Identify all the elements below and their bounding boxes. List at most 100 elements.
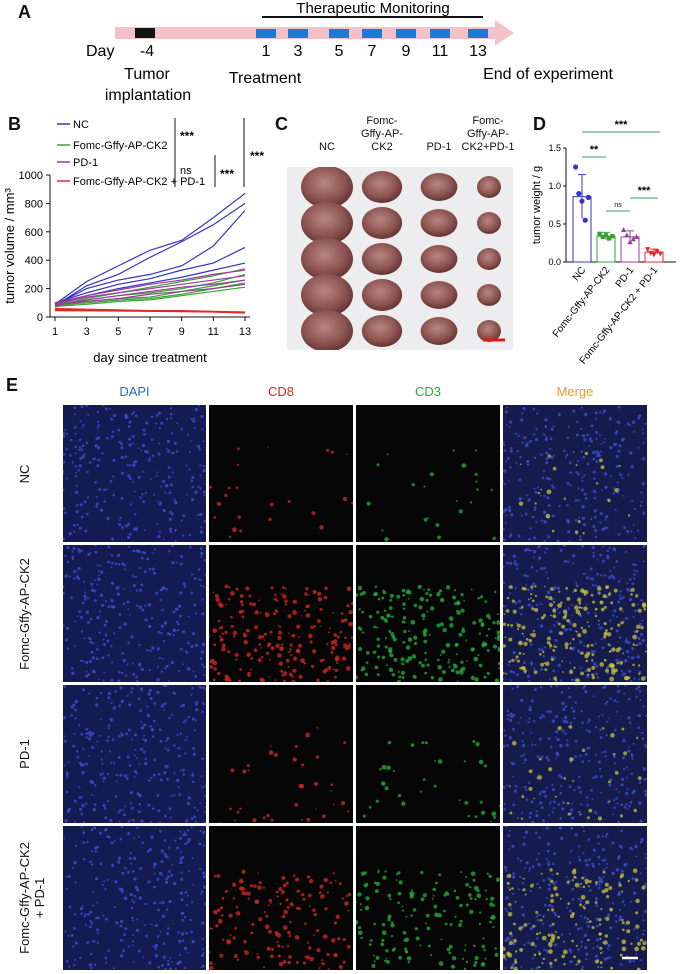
data-point xyxy=(651,252,657,258)
series-line-nc xyxy=(54,202,246,307)
data-point xyxy=(603,233,609,238)
x-tick-label: 9 xyxy=(179,326,185,338)
tumor-photo xyxy=(287,167,513,350)
treatment-day-marker xyxy=(430,29,450,38)
data-point xyxy=(630,236,636,242)
micro-image xyxy=(209,685,353,823)
micro-image xyxy=(63,405,206,542)
sig-label: ns xyxy=(614,202,622,209)
category-label: NC xyxy=(571,265,589,283)
micro-column-header: Merge xyxy=(556,384,594,399)
tumor-specimen xyxy=(301,167,353,208)
timeline-arrow xyxy=(115,20,514,46)
y-tick-label: 400 xyxy=(25,255,43,267)
x-axis-title: day since treatment xyxy=(93,350,207,365)
sig-label: ** xyxy=(590,144,599,156)
tumor-specimen xyxy=(301,274,353,316)
micro-image xyxy=(503,826,647,970)
timeline-day-label: 13 xyxy=(469,43,487,60)
treatment-day-marker xyxy=(256,29,276,38)
micro-image xyxy=(356,545,500,682)
series-line-pd1 xyxy=(54,275,246,305)
tumor-specimen xyxy=(477,320,501,342)
data-point xyxy=(597,231,602,237)
tumor-specimen xyxy=(477,248,501,270)
x-tick-label: 3 xyxy=(84,326,90,338)
series-line-ck2 xyxy=(54,268,246,307)
sig-label: ns xyxy=(180,165,192,177)
sig-label: *** xyxy=(615,119,629,131)
treatment-day-marker xyxy=(468,29,488,38)
sig-label: *** xyxy=(180,129,194,143)
y-tick-label: 0.5 xyxy=(548,219,561,229)
data-point xyxy=(607,236,612,241)
data-point xyxy=(645,247,651,253)
micro-row-label: NC xyxy=(17,464,32,483)
x-tick-label: 13 xyxy=(239,326,251,338)
y-tick-label: 1.5 xyxy=(548,143,561,153)
tumor-specimen xyxy=(361,207,403,239)
panel-label-b: B xyxy=(8,114,21,134)
day-label: Day xyxy=(86,43,114,60)
series-line-pd1 xyxy=(54,269,246,304)
tumor-specimen xyxy=(420,209,458,237)
y-tick-label: 0 xyxy=(37,312,43,324)
micro-image xyxy=(63,545,206,682)
series-line-ck2 xyxy=(54,286,246,307)
timeline-day-label: 11 xyxy=(432,43,449,60)
tumor-specimen xyxy=(361,243,403,275)
tumor-specimen xyxy=(361,315,403,347)
micro-column-header: DAPI xyxy=(119,384,150,399)
x-tick-label: 1 xyxy=(52,326,58,338)
y-tick-label: 600 xyxy=(25,227,43,239)
tumor-specimen xyxy=(477,212,501,234)
treatment-day-marker xyxy=(396,29,416,38)
data-point xyxy=(600,234,605,240)
micro-column-header: CD3 xyxy=(414,384,441,399)
data-point xyxy=(627,239,633,245)
series-line-combo xyxy=(54,309,246,314)
series-line-nc xyxy=(54,192,246,305)
timeline-day-label: 9 xyxy=(402,43,411,60)
photo-column-header: Fomc- Gffy-AP- CK2 xyxy=(361,115,403,153)
micro-image xyxy=(503,685,647,823)
y-axis-title: tumor volume / mm³ xyxy=(2,188,17,304)
category-label: PD-1 xyxy=(614,265,637,290)
legend-label: Fomc-Gffy-AP-CK2 xyxy=(73,140,168,152)
tumor-implant-marker xyxy=(135,28,155,38)
treatment-day-marker xyxy=(288,29,308,38)
photo-column-header: PD-1 xyxy=(426,141,452,153)
x-tick-label: 7 xyxy=(147,326,153,338)
tumor-specimen xyxy=(420,245,458,273)
data-point xyxy=(610,233,615,239)
photo-column-headers: NC Fomc- Gffy-AP- CK2 PD-1 Fomc- Gffy-AP- C… xyxy=(285,110,515,166)
tumor-specimen xyxy=(477,176,501,198)
timeline-day-label: 5 xyxy=(335,43,344,60)
y-axis-title: tumor weight / g xyxy=(531,166,543,244)
tumor-specimen xyxy=(420,317,458,345)
micro-image xyxy=(356,826,500,970)
data-point xyxy=(654,249,660,255)
photo-column-header: Fomc- Gffy-AP- CK2+PD-1 xyxy=(461,115,515,153)
series-line-pd1 xyxy=(54,279,246,307)
micro-image xyxy=(503,405,647,542)
data-point xyxy=(579,198,585,204)
tumor-specimen xyxy=(420,173,458,201)
sig-label: *** xyxy=(220,167,234,181)
micro-image xyxy=(356,405,500,542)
treatment-day-marker xyxy=(362,29,382,38)
series-line-pd1 xyxy=(54,283,246,306)
panel-label-e: E xyxy=(6,375,19,395)
y-tick-label: 800 xyxy=(25,198,43,210)
microscopy-grid: DAPI CD8 CD3 Merge NC Fomc-Gffy-AP-CK2 PD-1 Fom… xyxy=(0,380,685,974)
tumor-specimen xyxy=(361,171,403,203)
micro-column-header: CD8 xyxy=(267,384,294,399)
tumor-specimen xyxy=(301,202,353,244)
photo-column-header: NC xyxy=(319,141,335,153)
data-point xyxy=(573,164,579,170)
tumor-implant-label-1: Tumor xyxy=(124,66,170,83)
tumor-implant-label-2: implantation xyxy=(105,87,191,104)
